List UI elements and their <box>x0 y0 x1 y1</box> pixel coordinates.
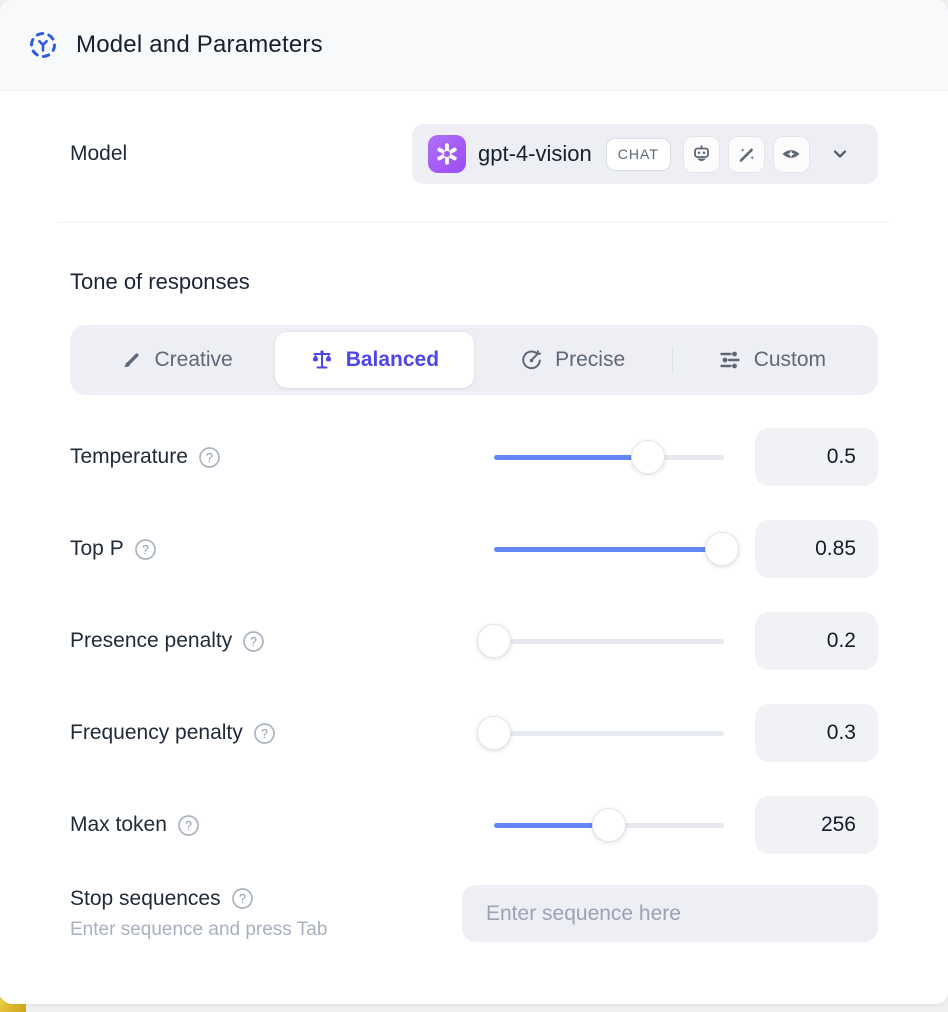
panel-title: Model and Parameters <box>76 31 323 58</box>
slider-handle[interactable] <box>631 440 666 474</box>
segment-separator <box>671 347 673 373</box>
section-divider <box>58 222 890 223</box>
temperature-value[interactable]: 0.5 <box>755 428 878 486</box>
param-row-temperature: Temperature ? 0.5 <box>70 427 878 487</box>
tone-option-label: Custom <box>753 348 827 371</box>
svg-text:?: ? <box>261 726 268 740</box>
param-row-frequency-penalty: Frequency penalty ? 0.3 <box>70 703 878 763</box>
help-icon[interactable]: ? <box>253 722 276 745</box>
magic-wand-icon <box>727 135 765 173</box>
top-p-slider[interactable] <box>494 532 739 566</box>
tone-option-label: Balanced <box>345 348 440 371</box>
param-row-max-token: Max token ? 256 <box>70 795 878 855</box>
help-icon[interactable]: ? <box>242 630 265 653</box>
param-row-top-p: Top P ? 0.85 <box>70 519 878 579</box>
presence-penalty-value[interactable]: 0.2 <box>755 612 878 670</box>
presence-penalty-slider[interactable] <box>477 624 724 658</box>
param-label: Max token <box>70 813 167 836</box>
stop-sequences-row: Stop sequences ? Enter sequence and pres… <box>70 885 878 942</box>
temperature-slider[interactable] <box>494 440 724 474</box>
param-label: Temperature <box>70 445 188 468</box>
model-label: Model <box>70 142 128 165</box>
help-icon[interactable]: ? <box>134 538 157 561</box>
model-row: Model gpt-4-visi <box>70 124 878 184</box>
tone-option-custom[interactable]: Custom <box>673 332 871 388</box>
help-icon[interactable]: ? <box>177 814 200 837</box>
svg-text:?: ? <box>250 634 257 648</box>
tone-option-balanced[interactable]: Balanced <box>275 332 474 388</box>
tone-heading: Tone of responses <box>70 269 250 294</box>
max-token-slider[interactable] <box>494 808 724 842</box>
slider-handle[interactable] <box>704 532 739 566</box>
param-row-presence-penalty: Presence penalty ? 0.2 <box>70 611 878 671</box>
help-icon[interactable]: ? <box>198 446 221 469</box>
tone-option-label: Precise <box>555 348 626 371</box>
tone-option-creative[interactable]: Creative <box>77 332 275 388</box>
svg-text:?: ? <box>206 450 213 464</box>
target-icon <box>522 349 542 369</box>
svg-text:?: ? <box>185 818 192 832</box>
panel-header: Model and Parameters <box>0 0 948 91</box>
hub-dashed-circle-icon <box>30 32 56 58</box>
svg-text:?: ? <box>239 892 246 906</box>
selected-model-name: gpt-4-vision <box>478 141 592 166</box>
model-select[interactable]: gpt-4-vision CHAT <box>412 124 878 184</box>
tone-option-label: Creative <box>154 348 233 371</box>
param-label: Top P <box>70 537 124 560</box>
max-token-value[interactable]: 256 <box>755 796 878 854</box>
slider-handle[interactable] <box>592 808 626 842</box>
tone-segmented-control: Creative Balanced Pre <box>70 325 878 395</box>
chevron-down-icon <box>830 144 850 164</box>
openai-logo <box>428 135 466 173</box>
tone-option-precise[interactable]: Precise <box>474 332 672 388</box>
frequency-penalty-value[interactable]: 0.3 <box>755 704 878 762</box>
stop-sequence-input[interactable] <box>462 885 878 942</box>
balance-scale-icon <box>312 350 331 369</box>
svg-text:?: ? <box>142 542 149 556</box>
param-label: Frequency penalty <box>70 721 243 744</box>
stop-sequences-hint: Enter sequence and press Tab <box>70 918 328 940</box>
chat-type-badge: CHAT <box>605 137 671 171</box>
param-label: Presence penalty <box>70 629 233 652</box>
slider-handle[interactable] <box>477 624 511 658</box>
paintbrush-icon <box>123 353 139 367</box>
top-p-value[interactable]: 0.85 <box>755 520 878 578</box>
help-icon[interactable]: ? <box>231 887 254 910</box>
vision-eye-icon <box>772 135 810 173</box>
robot-icon <box>682 135 720 173</box>
stop-sequences-label: Stop sequences <box>70 886 221 910</box>
frequency-penalty-slider[interactable] <box>477 716 724 750</box>
slider-handle[interactable] <box>477 716 511 750</box>
sliders-icon <box>719 351 740 369</box>
